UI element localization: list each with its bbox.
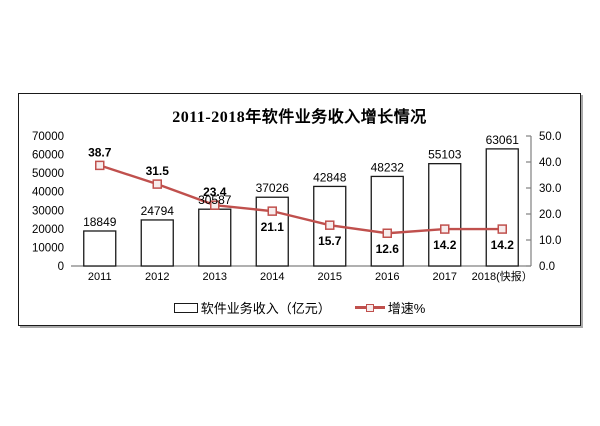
legend-line-swatch-icon (354, 303, 385, 312)
left-axis-tick-label: 50000 (32, 168, 64, 180)
x-axis-category-label: 2018(快报） (472, 269, 533, 283)
right-axis-tick-label: 0.0 (539, 261, 555, 273)
right-axis-tick-label: 20.0 (539, 209, 561, 221)
revenue-bar (485, 148, 519, 267)
growth-value-label: 31.5 (146, 164, 170, 178)
left-axis-tick-label: 20000 (32, 224, 64, 236)
growth-marker-icon (267, 206, 277, 216)
bar-value-label: 48232 (371, 160, 405, 174)
chart-title: 2011-2018年软件业务收入增长情况 (172, 109, 427, 126)
bar-value-label: 24794 (141, 204, 175, 218)
revenue-bar (83, 230, 117, 267)
revenue-bar (198, 208, 232, 267)
revenue-bar (140, 219, 174, 267)
left-axis-tick-label: 0 (58, 261, 64, 273)
revenue-bar (428, 163, 462, 267)
legend-label-revenue: 软件业务收入（亿元） (200, 301, 331, 316)
x-axis-category-label: 2016 (375, 271, 399, 283)
bar-value-label: 37026 (256, 181, 290, 195)
x-axis-category-label: 2015 (318, 271, 342, 283)
growth-value-label: 21.1 (261, 220, 285, 234)
growth-marker-icon (210, 200, 220, 210)
growth-value-label: 12.6 (376, 242, 400, 256)
x-axis-category-label: 2012 (145, 271, 169, 283)
growth-value-label: 14.2 (433, 238, 457, 252)
growth-marker-icon (497, 224, 507, 234)
growth-marker-icon (440, 224, 450, 234)
growth-marker-icon (152, 179, 162, 189)
left-axis-tick-label: 60000 (32, 150, 64, 162)
chart-plot-area: 0 10000 20000 30000 40000 50000 60000 70000 0.0 1… (32, 131, 561, 283)
right-axis-tick-label: 30.0 (539, 183, 561, 195)
x-axis-category-label: 2014 (260, 271, 284, 283)
bar-value-label: 42848 (313, 170, 347, 184)
legend: 软件业务收入（亿元） 增速% (19, 298, 580, 317)
revenue-bar (255, 196, 289, 267)
growth-value-label: 14.2 (491, 238, 515, 252)
right-axis-tick-label: 50.0 (539, 131, 561, 143)
x-axis-category-label: 2013 (203, 271, 227, 283)
legend-label-growth: 增速% (387, 301, 426, 316)
legend-item-growth: 增速% (354, 298, 426, 317)
bar-value-label: 30587 (198, 193, 232, 207)
revenue-bar (370, 175, 404, 267)
bar-value-label: 55103 (428, 148, 462, 162)
legend-bar-swatch-icon (173, 302, 198, 313)
right-axis-tick-label: 40.0 (539, 157, 561, 169)
chart-frame: 2011-2018年软件业务收入增长情况 0 10000 20000 30000 400… (18, 93, 581, 326)
growth-marker-icon (95, 160, 105, 171)
x-axis-category-label: 2017 (433, 271, 457, 283)
growth-value-label: 38.7 (88, 145, 112, 159)
bar-value-label: 18849 (83, 215, 117, 229)
left-axis-tick-label: 30000 (32, 205, 64, 217)
growth-value-label: 15.7 (318, 234, 342, 248)
legend-line-marker-icon (365, 303, 374, 312)
left-axis-tick-label: 70000 (32, 131, 64, 143)
left-axis-tick-label: 40000 (32, 187, 64, 199)
right-axis-tick-label: 10.0 (539, 235, 561, 247)
growth-value-label: 23.4 (203, 185, 227, 199)
x-axis-category-label: 2011 (88, 271, 112, 283)
left-axis-tick-label: 10000 (32, 242, 64, 254)
growth-marker-icon (325, 220, 335, 230)
growth-line (99, 164, 503, 235)
growth-marker-icon (382, 228, 392, 238)
legend-item-revenue: 软件业务收入（亿元） (173, 298, 331, 317)
bar-value-label: 63061 (486, 133, 520, 147)
